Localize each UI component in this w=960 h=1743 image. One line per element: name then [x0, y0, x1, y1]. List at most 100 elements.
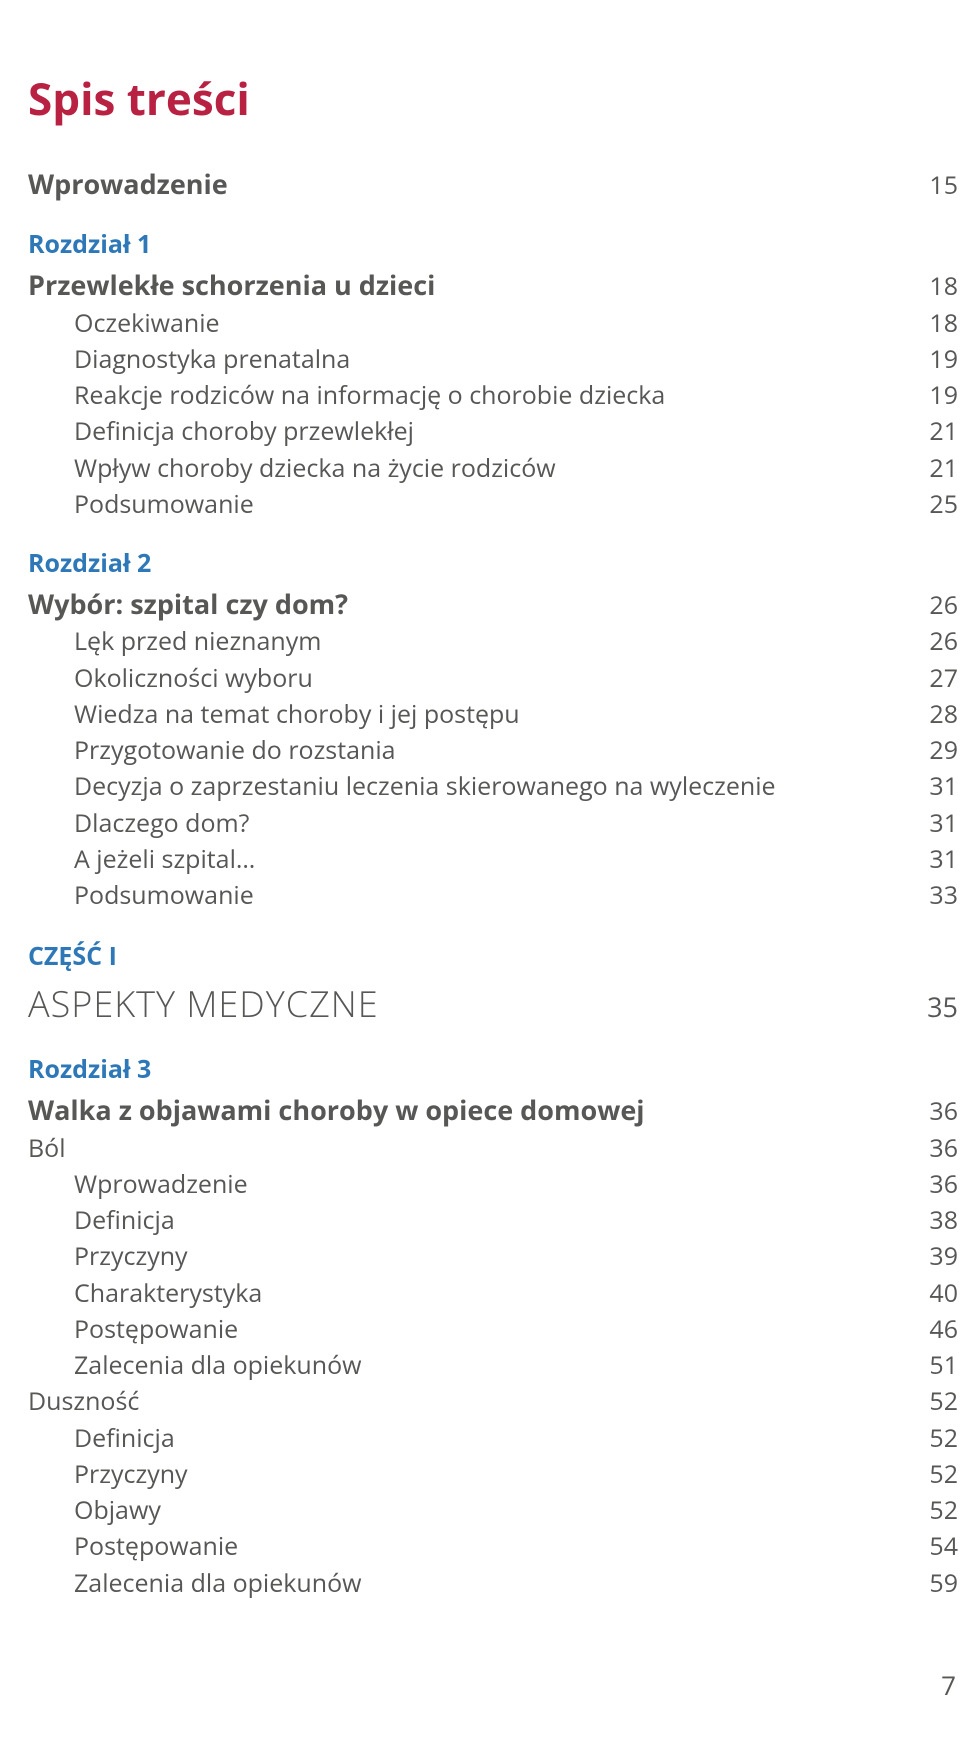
toc-page: 31	[918, 841, 958, 877]
toc-page: 36	[918, 1166, 958, 1202]
toc-label: A jeżeli szpital…	[74, 841, 918, 877]
page-number: 7	[941, 1667, 956, 1703]
toc-entry: Definicja38	[74, 1202, 960, 1238]
toc-entry: Oczekiwanie18	[74, 305, 960, 341]
toc-label: Wprowadzenie	[28, 164, 918, 203]
chapter-2-label: Rozdział 2	[28, 546, 960, 580]
toc-label: Reakcje rodziców na informację o chorobi…	[74, 377, 918, 413]
toc-entry: Duszność 52	[28, 1383, 960, 1419]
chapter-3-label: Rozdział 3	[28, 1052, 960, 1086]
toc-entry: Postępowanie46	[74, 1311, 960, 1347]
part-1-title-row: ASPEKTY MEDYCZNE 35	[28, 979, 960, 1028]
toc-entry: Ból 36	[28, 1130, 960, 1166]
toc-entry: Zalecenia dla opiekunów51	[74, 1347, 960, 1383]
toc-page: 26	[918, 623, 958, 659]
toc-page: 36	[918, 1130, 958, 1166]
toc-page: 19	[918, 341, 958, 377]
toc-entry: Postępowanie54	[74, 1528, 960, 1564]
toc-entry: Okoliczności wyboru27	[74, 660, 960, 696]
toc-label: Walka z objawami choroby w opiece domowe…	[28, 1090, 918, 1129]
chapter-2-block: Wybór: szpital czy dom? 26 Lęk przed nie…	[0, 584, 960, 913]
toc-entry: Charakterystyka40	[74, 1275, 960, 1311]
toc-page: 59	[918, 1565, 958, 1601]
toc-page: 52	[918, 1420, 958, 1456]
toc-page: 31	[918, 768, 958, 804]
toc-entry: Objawy52	[74, 1492, 960, 1528]
toc-entry: Dlaczego dom?31	[74, 805, 960, 841]
toc-entry: Przygotowanie do rozstania29	[74, 732, 960, 768]
toc-entry: Przyczyny52	[74, 1456, 960, 1492]
toc-entry-intro: Wprowadzenie 15	[28, 164, 960, 203]
toc-label: Diagnostyka prenatalna	[74, 341, 918, 377]
toc-page: 52	[918, 1456, 958, 1492]
toc-page: 39	[918, 1238, 958, 1274]
toc-page: 52	[918, 1383, 958, 1419]
toc-label: Podsumowanie	[74, 877, 918, 913]
toc-page: 35	[918, 988, 958, 1025]
toc-page: 26	[918, 587, 958, 623]
toc-entry: Walka z objawami choroby w opiece domowe…	[28, 1090, 960, 1129]
intro-block: Wprowadzenie 15	[0, 164, 960, 203]
toc-page: 21	[918, 413, 958, 449]
toc-page: 38	[918, 1202, 958, 1238]
toc-entry: Przyczyny39	[74, 1238, 960, 1274]
toc-label: Charakterystyka	[74, 1275, 918, 1311]
toc-page: 29	[918, 732, 958, 768]
toc-entry: Wpływ choroby dziecka na życie rodziców2…	[74, 450, 960, 486]
toc-page: 21	[918, 450, 958, 486]
toc-entry: Definicja52	[74, 1420, 960, 1456]
toc-page: 54	[918, 1528, 958, 1564]
toc-label: Przyczyny	[74, 1456, 918, 1492]
toc-label: Definicja choroby przewlekłej	[74, 413, 918, 449]
toc-label: Dlaczego dom?	[74, 805, 918, 841]
toc-label: Przewlekłe schorzenia u dzieci	[28, 265, 918, 304]
toc-page: 18	[918, 305, 958, 341]
toc-label: Oczekiwanie	[74, 305, 918, 341]
toc-label: Lęk przed nieznanym	[74, 623, 918, 659]
toc-entry: Reakcje rodziców na informację o chorobi…	[74, 377, 960, 413]
chapter-1-label: Rozdział 1	[28, 227, 960, 261]
toc-entry: Przewlekłe schorzenia u dzieci 18	[28, 265, 960, 304]
toc-label: Wprowadzenie	[74, 1166, 918, 1202]
toc-label: Przyczyny	[74, 1238, 918, 1274]
toc-page: 52	[918, 1492, 958, 1528]
toc-entry: Definicja choroby przewlekłej21	[74, 413, 960, 449]
toc-entry: Wybór: szpital czy dom? 26	[28, 584, 960, 623]
document-title: Spis treści	[28, 68, 960, 128]
toc-entry: A jeżeli szpital…31	[74, 841, 960, 877]
page-container: Spis treści Wprowadzenie 15 Rozdział 1 P…	[0, 0, 960, 1743]
toc-label: Duszność	[28, 1383, 918, 1419]
part-title: ASPEKTY MEDYCZNE	[28, 979, 918, 1028]
toc-label: Ból	[28, 1130, 918, 1166]
toc-page: 27	[918, 660, 958, 696]
toc-page: 36	[918, 1093, 958, 1129]
toc-label: Wiedza na temat choroby i jej postępu	[74, 696, 918, 732]
toc-entry: Podsumowanie25	[74, 486, 960, 522]
toc-entry: Lęk przed nieznanym26	[74, 623, 960, 659]
toc-label: Definicja	[74, 1202, 918, 1238]
toc-label: Podsumowanie	[74, 486, 918, 522]
toc-page: 31	[918, 805, 958, 841]
toc-page: 51	[918, 1347, 958, 1383]
toc-label: Wybór: szpital czy dom?	[28, 584, 918, 623]
chapter-1-block: Przewlekłe schorzenia u dzieci 18 Oczeki…	[0, 265, 960, 522]
toc-page: 18	[918, 268, 958, 304]
toc-page: 15	[918, 167, 958, 203]
toc-entry: Decyzja o zaprzestaniu leczenia skierowa…	[74, 768, 960, 804]
part-1-label: CZĘŚĆ I	[28, 939, 960, 973]
toc-label: Przygotowanie do rozstania	[74, 732, 918, 768]
toc-page: 19	[918, 377, 958, 413]
toc-label: Objawy	[74, 1492, 918, 1528]
chapter-3-block: Walka z objawami choroby w opiece domowe…	[0, 1090, 960, 1601]
toc-label: Postępowanie	[74, 1528, 918, 1564]
toc-entry: Wiedza na temat choroby i jej postępu28	[74, 696, 960, 732]
toc-label: Okoliczności wyboru	[74, 660, 918, 696]
toc-page: 28	[918, 696, 958, 732]
toc-page: 25	[918, 486, 958, 522]
toc-page: 40	[918, 1275, 958, 1311]
toc-entry: Wprowadzenie36	[74, 1166, 960, 1202]
toc-page: 46	[918, 1311, 958, 1347]
toc-label: Decyzja o zaprzestaniu leczenia skierowa…	[74, 768, 918, 804]
toc-entry: Diagnostyka prenatalna19	[74, 341, 960, 377]
toc-page: 33	[918, 877, 958, 913]
